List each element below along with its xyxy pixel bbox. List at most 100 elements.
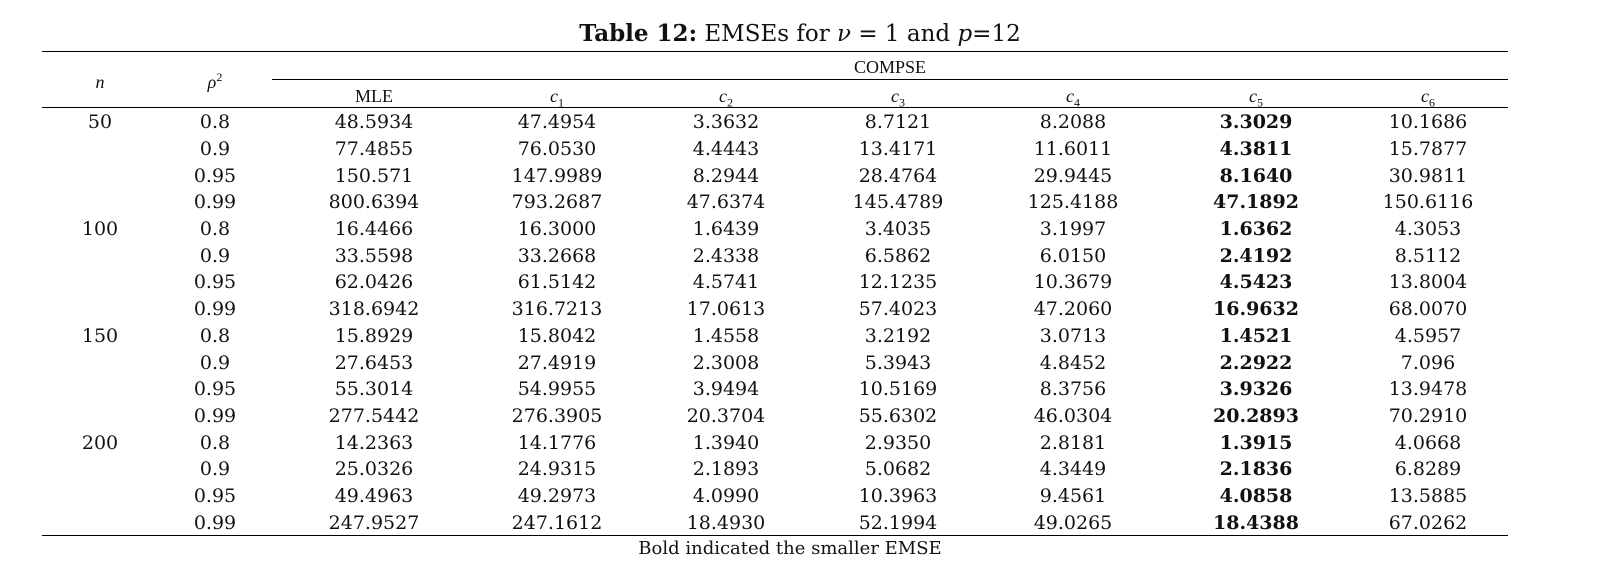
cell-c5: 8.1640 bbox=[1219, 164, 1293, 187]
header-rho-squared: ρ2 bbox=[207, 70, 223, 92]
table-row: 0.9 27.6453 27.4919 2.3008 5.3943 4.8452 2.292… bbox=[42, 349, 1508, 376]
cell-c3: 10.5169 bbox=[858, 378, 938, 401]
cell-c1: 61.5142 bbox=[517, 271, 597, 294]
cell-c1: 147.9989 bbox=[511, 164, 603, 187]
cell-rho: 0.95 bbox=[193, 164, 237, 187]
cell-c1: 14.1776 bbox=[517, 431, 597, 454]
cell-c4: 10.3679 bbox=[1033, 271, 1113, 294]
cell-rho: 0.9 bbox=[199, 138, 231, 161]
cell-c4: 46.0304 bbox=[1033, 404, 1113, 427]
cell-c4: 2.8181 bbox=[1039, 431, 1107, 454]
table-row: 0.9 77.4855 76.0530 4.4443 13.4171 11.6011 4.3… bbox=[42, 136, 1508, 163]
table-row: 0.99 277.5442 276.3905 20.3704 55.6302 46.030… bbox=[42, 403, 1508, 430]
table-row: 50 0.8 48.5934 47.4954 3.3632 8.7121 8.2088 3.3… bbox=[42, 109, 1508, 136]
cell-c5: 4.5423 bbox=[1219, 271, 1293, 294]
cell-c6: 67.0262 bbox=[1388, 511, 1468, 534]
cell-c3: 10.3963 bbox=[858, 484, 938, 507]
cell-c6: 68.0070 bbox=[1388, 298, 1468, 321]
header-c4: c4 bbox=[1066, 86, 1080, 110]
cell-c2: 1.6439 bbox=[692, 218, 760, 241]
title-p-symbol: p bbox=[957, 21, 973, 47]
header-compse-group: COMPSE bbox=[853, 57, 927, 77]
cell-rho: 0.9 bbox=[199, 458, 231, 481]
cell-c5: 1.3915 bbox=[1219, 431, 1293, 454]
cell-mle: 800.6394 bbox=[328, 191, 420, 214]
cell-rho: 0.95 bbox=[193, 271, 237, 294]
cell-rho: 0.99 bbox=[193, 191, 237, 214]
cell-c2: 4.4443 bbox=[692, 138, 760, 161]
cell-c3: 145.4789 bbox=[852, 191, 944, 214]
cell-c3: 2.9350 bbox=[864, 431, 932, 454]
cell-c2: 20.3704 bbox=[686, 404, 766, 427]
cell-c6: 30.9811 bbox=[1388, 164, 1468, 187]
table-row: 0.95 150.571 147.9989 8.2944 28.4764 29.9445 8… bbox=[42, 162, 1508, 189]
cell-c4: 8.3756 bbox=[1039, 378, 1107, 401]
cell-rho: 0.8 bbox=[199, 324, 231, 347]
header-c6: c6 bbox=[1421, 86, 1435, 110]
cell-c5: 3.9326 bbox=[1219, 378, 1293, 401]
cell-mle: 247.9527 bbox=[328, 511, 420, 534]
cell-mle: 33.5598 bbox=[334, 244, 414, 267]
table-row: 0.9 33.5598 33.2668 2.4338 6.5862 6.0150 2.419… bbox=[42, 242, 1508, 269]
cell-n: 200 bbox=[81, 431, 119, 454]
title-nu-symbol: ν bbox=[837, 21, 852, 47]
table-row: 0.99 800.6394 793.2687 47.6374 145.4789 125.4… bbox=[42, 189, 1508, 216]
title-text-pre: EMSEs for bbox=[704, 21, 830, 47]
cell-c2: 17.0613 bbox=[686, 298, 766, 321]
cell-mle: 14.2363 bbox=[334, 431, 414, 454]
header-c5: c5 bbox=[1249, 86, 1263, 110]
cell-c6: 70.2910 bbox=[1388, 404, 1468, 427]
table-row: 0.9 25.0326 24.9315 2.1893 5.0682 4.3449 2.183… bbox=[42, 456, 1508, 483]
cell-c2: 2.1893 bbox=[692, 458, 760, 481]
cell-c2: 3.3632 bbox=[692, 111, 760, 134]
cell-rho: 0.9 bbox=[199, 351, 231, 374]
cell-c6: 4.0668 bbox=[1394, 431, 1462, 454]
cell-c1: 276.3905 bbox=[511, 404, 603, 427]
cell-c4: 11.6011 bbox=[1033, 138, 1113, 161]
cell-c3: 55.6302 bbox=[858, 404, 938, 427]
cell-c5: 3.3029 bbox=[1219, 111, 1293, 134]
cell-mle: 27.6453 bbox=[334, 351, 414, 374]
table-row: 0.99 318.6942 316.7213 17.0613 57.4023 47.206… bbox=[42, 296, 1508, 323]
cell-c5: 2.4192 bbox=[1219, 244, 1293, 267]
table-row: 100 0.8 16.4466 16.3000 1.6439 3.4035 3.1997 1.… bbox=[42, 216, 1508, 243]
cell-c3: 6.5862 bbox=[864, 244, 932, 267]
cell-c2: 1.3940 bbox=[692, 431, 760, 454]
cell-c4: 125.4188 bbox=[1027, 191, 1119, 214]
cell-c1: 793.2687 bbox=[511, 191, 603, 214]
cell-c5: 2.2922 bbox=[1219, 351, 1293, 374]
cell-c5: 16.9632 bbox=[1213, 298, 1299, 321]
cell-c5: 18.4388 bbox=[1213, 511, 1299, 534]
cell-c3: 5.0682 bbox=[864, 458, 932, 481]
cell-c3: 12.1235 bbox=[858, 271, 938, 294]
cell-rho: 0.95 bbox=[193, 378, 237, 401]
table-label: Table 12: bbox=[579, 20, 698, 47]
header-bottom-rule bbox=[42, 107, 1508, 108]
cell-c3: 28.4764 bbox=[858, 164, 938, 187]
cell-c4: 29.9445 bbox=[1033, 164, 1113, 187]
cell-rho: 0.8 bbox=[199, 431, 231, 454]
cell-rho: 0.99 bbox=[193, 511, 237, 534]
cell-c1: 76.0530 bbox=[517, 138, 597, 161]
cell-n: 100 bbox=[81, 218, 119, 241]
cell-c1: 47.4954 bbox=[517, 111, 597, 134]
cell-c1: 24.9315 bbox=[517, 458, 597, 481]
cell-mle: 62.0426 bbox=[334, 271, 414, 294]
header-mle: MLE bbox=[355, 86, 393, 106]
cell-c4: 4.3449 bbox=[1039, 458, 1107, 481]
title-eq: = 1 and bbox=[858, 21, 951, 47]
cell-c3: 3.4035 bbox=[864, 218, 932, 241]
table-row: 0.95 62.0426 61.5142 4.5741 12.1235 10.3679 4.… bbox=[42, 269, 1508, 296]
cell-rho: 0.9 bbox=[199, 244, 231, 267]
cell-c6: 150.6116 bbox=[1382, 191, 1474, 214]
title-p-value: =12 bbox=[972, 21, 1021, 47]
cell-c6: 6.8289 bbox=[1394, 458, 1462, 481]
cell-c5: 4.0858 bbox=[1219, 484, 1293, 507]
cell-c2: 8.2944 bbox=[692, 164, 760, 187]
cell-c3: 13.4171 bbox=[858, 138, 938, 161]
group-rule bbox=[272, 79, 1508, 80]
cell-c1: 49.2973 bbox=[517, 484, 597, 507]
cell-c5: 1.4521 bbox=[1219, 324, 1293, 347]
cell-c1: 15.8042 bbox=[517, 324, 597, 347]
cell-c6: 13.5885 bbox=[1388, 484, 1468, 507]
